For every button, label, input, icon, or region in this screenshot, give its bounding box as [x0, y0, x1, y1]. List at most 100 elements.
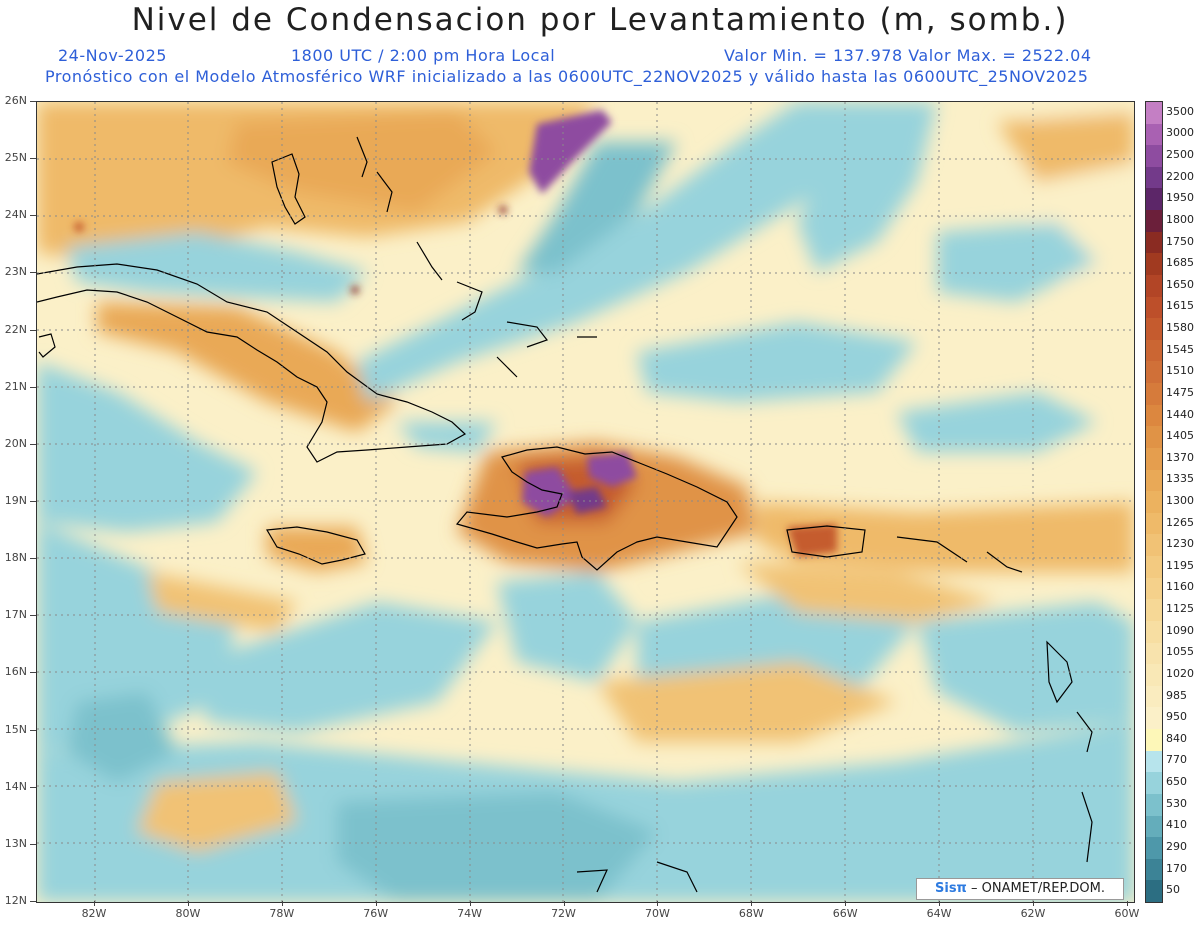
lon-label: 66W: [832, 907, 858, 920]
lat-tick: [30, 215, 36, 217]
colorbar-segment: [1146, 318, 1162, 341]
lon-tick: [469, 901, 471, 906]
colorbar-level-label: 1405: [1166, 429, 1194, 443]
colorbar-level-label: 1125: [1166, 602, 1194, 616]
colorbar-segment: [1146, 102, 1162, 125]
colorbar-segment: [1146, 469, 1162, 492]
colorbar-level-label: 1440: [1166, 407, 1194, 421]
colorbar-segment: [1146, 577, 1162, 600]
sispi-logo: Sisπ: [935, 881, 967, 896]
colorbar-segment: [1146, 296, 1162, 319]
colorbar-segment: [1146, 642, 1162, 665]
lon-tick: [281, 901, 283, 906]
colorbar-level-label: 1300: [1166, 494, 1194, 507]
lat-tick: [30, 329, 36, 331]
lon-label: 68W: [738, 907, 764, 920]
colorbar-segment: [1146, 750, 1162, 773]
lon-tick: [1033, 901, 1034, 906]
colorbar-segment: [1146, 729, 1162, 752]
lon-label: 72W: [551, 907, 576, 920]
lat-label: 19N: [4, 494, 27, 507]
colorbar-level-label: 3500: [1166, 104, 1194, 118]
colorbar-segment: [1146, 426, 1162, 449]
colorbar-segment: [1146, 512, 1162, 535]
colorbar-segment: [1146, 210, 1162, 233]
lat-label: 15N: [4, 722, 27, 736]
lon-label: 70W: [644, 907, 670, 920]
colorbar-segment: [1146, 815, 1162, 838]
colorbar-segment: [1146, 274, 1162, 298]
colorbar-level-label: 410: [1166, 818, 1187, 832]
lon-label: 82W: [81, 907, 107, 920]
colorbar-segment: [1146, 361, 1162, 384]
colorbar-segment: [1146, 231, 1162, 254]
lon-label: 60W: [1114, 907, 1140, 920]
lon-tick: [845, 901, 847, 906]
colorbar-level-label: 1615: [1166, 299, 1194, 313]
lon-label: 64W: [926, 907, 952, 920]
colorbar-level-label: 1230: [1166, 537, 1194, 551]
colorbar-level-label: 2200: [1166, 169, 1194, 183]
colorbar-level-label: 650: [1166, 775, 1187, 789]
colorbar-level-label: 985: [1166, 688, 1187, 702]
colorbar-level-label: 950: [1166, 710, 1187, 724]
colorbar-level-label: 2500: [1166, 148, 1194, 162]
colorbar-segment: [1146, 707, 1162, 730]
lat-tick: [30, 786, 36, 788]
colorbar-level-label: 1800: [1166, 212, 1194, 226]
colorbar-level-label: 1335: [1166, 472, 1194, 486]
colorbar-level-label: 170: [1166, 861, 1187, 875]
coastlines: [37, 136, 1093, 893]
colorbar-level-label: 1510: [1166, 364, 1194, 378]
lat-tick: [30, 843, 36, 845]
lon-tick: [375, 901, 377, 906]
lat-tick: [30, 158, 36, 160]
lat-tick: [30, 386, 36, 388]
colorbar-level-label: 1650: [1166, 277, 1194, 291]
lat-label: 13N: [4, 836, 27, 850]
colorbar-segment: [1146, 685, 1162, 708]
colorbar-segment: [1146, 404, 1162, 427]
lat-label: 12N: [4, 894, 27, 907]
lat-label: 22N: [4, 322, 27, 336]
lat-tick: [30, 615, 36, 617]
colorbar-segment: [1146, 145, 1162, 168]
colorbar-level-label: 1160: [1166, 580, 1194, 594]
colorbar-level-label: 50: [1166, 883, 1180, 897]
colorbar-level-label: 840: [1166, 731, 1187, 745]
lon-tick: [563, 901, 565, 906]
lat-tick: [30, 729, 36, 731]
lat-label: 20N: [4, 436, 27, 450]
lat-tick: [30, 672, 36, 674]
colorbar-level-label: 1750: [1166, 234, 1194, 248]
lat-label: 16N: [4, 665, 27, 679]
colorbar-level-label: 1195: [1166, 558, 1194, 572]
lon-tick: [94, 901, 95, 906]
colorbar-level-label: 1685: [1166, 256, 1194, 270]
colorbar-level-label: 1950: [1166, 191, 1194, 205]
lon-label: 80W: [175, 907, 201, 920]
colorbar-segment: [1146, 880, 1162, 903]
date-label: 24-Nov-2025: [58, 46, 167, 65]
lon-tick: [657, 901, 659, 906]
colorbar-level-label: 1265: [1166, 515, 1194, 529]
lat-tick: [30, 272, 36, 274]
graticule: [37, 102, 1134, 902]
lon-tick: [187, 901, 189, 906]
colorbar-level-label: 770: [1166, 753, 1187, 767]
colorbar-level-label: 1020: [1166, 666, 1194, 680]
lon-label: 74W: [457, 907, 483, 920]
lon-tick: [939, 901, 941, 906]
colorbar-segment: [1146, 123, 1162, 146]
lat-label: 17N: [4, 608, 27, 622]
colorbar-segment: [1146, 772, 1162, 795]
lat-tick: [30, 501, 36, 502]
lon-label: 78W: [269, 907, 295, 920]
credit-box: Sisπ – ONAMET/REP.DOM.: [916, 878, 1124, 900]
lat-tick: [30, 558, 36, 560]
lat-label: 14N: [4, 779, 27, 793]
colorbar-segment: [1146, 664, 1162, 687]
lon-tick: [751, 901, 753, 906]
colorbar-segment: [1146, 166, 1162, 189]
lat-label: 26N: [4, 94, 27, 107]
